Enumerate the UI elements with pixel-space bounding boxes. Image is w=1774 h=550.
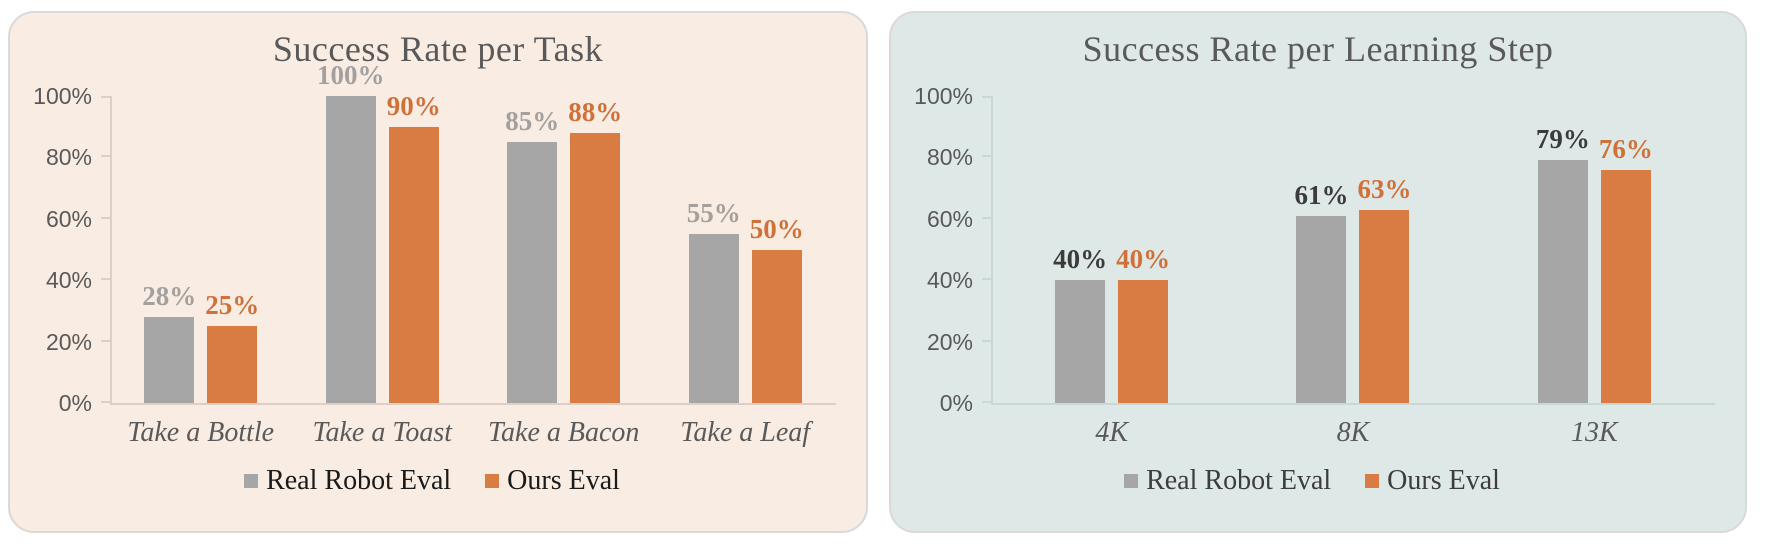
bars-region: 28% 25% 100% 90% 85% 88% 55% 50%: [101, 60, 837, 403]
y-axis-line: [991, 96, 993, 403]
bar-value-label: 28%: [142, 281, 197, 312]
bar: 50%: [750, 214, 804, 403]
legend-label: Real Robot Eval: [266, 465, 452, 496]
y-axis-tick-label: 80%: [45, 144, 92, 171]
legend-marker: [1124, 474, 1139, 488]
bar-group: 100% 90%: [292, 60, 474, 403]
x-axis-line: [110, 403, 836, 405]
legend-marker: [485, 474, 500, 488]
y-axis-tick-label: 80%: [926, 144, 973, 171]
bar-value-label: 40%: [1053, 244, 1108, 275]
bar: 88%: [568, 97, 622, 403]
x-axis-label: Take a Bacon: [488, 417, 640, 448]
bar: 40%: [1053, 244, 1107, 403]
bar-value-label: 50%: [749, 213, 804, 244]
bar-group: 28% 25%: [110, 96, 292, 403]
y-axis-tick-label: 0%: [939, 390, 973, 416]
bar-value-label: 90%: [386, 90, 441, 121]
y-axis-tick-labels: 0% 20% 40% 60% 80% 100%: [28, 83, 92, 416]
success-rate-per-learning-step-chart-panel: Success Rate per Learning Step 0% 20% 40% 6…: [889, 11, 1747, 533]
y-axis-tick-labels: 0% 20% 40% 60% 80% 100%: [909, 83, 973, 416]
plot-area: 40% 40% 61% 63% 79% 76% 4K 8K 13K: [982, 96, 1715, 449]
bar-value-label: 88%: [568, 96, 623, 127]
chart-area: 0% 20% 40% 60% 80% 100% 40% 40% 61% 63% 79% 76% 4K…: [909, 83, 1715, 497]
y-axis-tick: [101, 278, 110, 281]
chart-area: 0% 20% 40% 60% 80% 100% 28% 25% 100% 90% 85% 88% 55…: [28, 60, 837, 497]
x-axis-labels: 4K 8K 13K: [991, 405, 1715, 449]
legend-label: Real Robot Eval: [1146, 465, 1332, 496]
bar-group: 85% 88%: [473, 96, 655, 403]
x-axis-label: Take a Leaf: [680, 417, 811, 448]
legend-label: Ours Eval: [507, 465, 620, 496]
bar: 100%: [317, 60, 385, 403]
plot-area: 28% 25% 100% 90% 85% 88% 55% 50% Take a Bottle T…: [101, 60, 837, 449]
bar-value-label: 76%: [1598, 133, 1653, 164]
bar: 85%: [505, 106, 559, 403]
chart-title: Success Rate per Task: [272, 29, 604, 69]
bars-region: 40% 40% 61% 63% 79% 76%: [982, 96, 1715, 403]
y-axis-tick-label: 40%: [926, 267, 973, 294]
bar: 79%: [1536, 124, 1590, 403]
bar-group: 40% 40%: [991, 96, 1232, 403]
legend-item: Ours Eval: [485, 465, 620, 497]
y-axis-tick-label: 60%: [45, 205, 92, 232]
legend: Real Robot Eval Ours Eval: [909, 465, 1715, 497]
y-axis-tick: [982, 339, 991, 342]
y-axis-tick-label: 100%: [33, 83, 92, 109]
x-axis-labels: Take a Bottle Take a Toast Take a Bacon Tak…: [110, 405, 836, 449]
legend: Real Robot Eval Ours Eval: [28, 465, 836, 497]
bar: 25%: [205, 290, 259, 403]
bar: 61%: [1294, 180, 1348, 403]
success-rate-per-task-chart-panel: Success Rate per Task 0% 20% 40% 60% 80% 100%…: [8, 11, 868, 533]
y-axis-tick-label: 60%: [926, 205, 973, 232]
legend-marker: [1365, 474, 1380, 488]
bar-group: 79% 76%: [1474, 96, 1715, 403]
bar-group: 55% 50%: [655, 96, 837, 403]
y-axis-tick-label: 0%: [58, 390, 92, 416]
x-axis-label: 13K: [1570, 417, 1618, 448]
legend-item: Real Robot Eval: [244, 465, 451, 497]
legend-marker: [244, 474, 259, 488]
bar: 28%: [142, 281, 196, 403]
bar-value-label: 100%: [317, 60, 385, 90]
y-axis-tick: [101, 216, 110, 219]
y-axis-tick: [982, 155, 991, 158]
chart-title: Success Rate per Learning Step: [1082, 29, 1554, 69]
bar-value-label: 79%: [1535, 124, 1590, 155]
y-axis-tick-label: 20%: [926, 328, 973, 355]
bar: 55%: [687, 198, 741, 403]
x-axis-label: 4K: [1095, 417, 1128, 448]
y-axis-tick: [101, 401, 110, 403]
y-axis-tick: [982, 401, 991, 403]
bar-group: 61% 63%: [1232, 96, 1473, 403]
bar: 40%: [1116, 244, 1170, 403]
bar-value-label: 55%: [686, 198, 741, 229]
y-axis-tick-label: 20%: [45, 328, 92, 355]
bar: 63%: [1357, 174, 1411, 403]
bar-value-label: 40%: [1116, 244, 1171, 275]
legend-item: Ours Eval: [1365, 465, 1500, 497]
bar: 76%: [1599, 134, 1653, 403]
legend-item: Real Robot Eval: [1124, 465, 1331, 497]
y-axis-tick-label: 100%: [914, 83, 973, 109]
bar: 90%: [387, 91, 441, 403]
y-axis-tick: [101, 96, 110, 98]
y-axis-tick: [982, 216, 991, 219]
x-axis-label: Take a Toast: [312, 417, 453, 448]
y-axis-tick: [982, 278, 991, 281]
bar-value-label: 25%: [205, 290, 260, 321]
x-axis-label: 8K: [1336, 417, 1370, 448]
bar-value-label: 61%: [1294, 179, 1349, 210]
y-axis-tick: [101, 339, 110, 342]
bar-value-label: 63%: [1357, 173, 1412, 204]
y-axis-tick: [982, 96, 991, 98]
y-axis-tick: [101, 155, 110, 158]
legend-label: Ours Eval: [1387, 465, 1500, 496]
x-axis-label: Take a Bottle: [127, 417, 275, 448]
bar-value-label: 85%: [505, 106, 560, 137]
y-axis-line: [110, 96, 112, 403]
x-axis-line: [991, 403, 1715, 405]
y-axis-tick-label: 40%: [45, 267, 92, 294]
